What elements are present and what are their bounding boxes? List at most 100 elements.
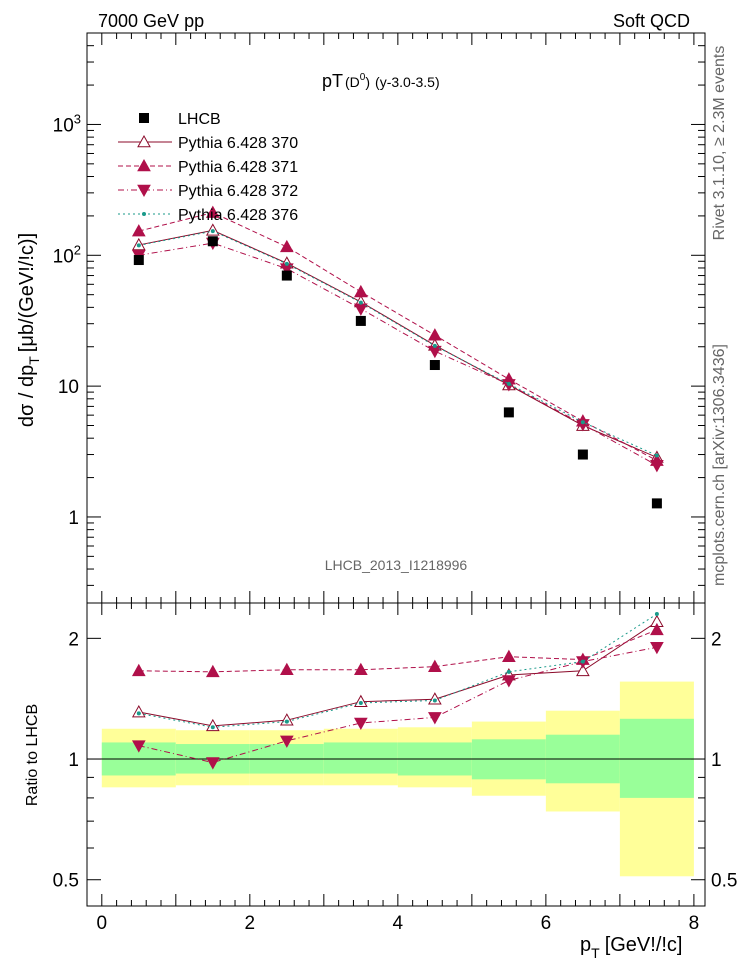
ratio-point-2 — [502, 675, 516, 688]
series-point-3 — [432, 343, 437, 348]
ratio-point-1 — [650, 622, 664, 636]
x-tick-label: 8 — [689, 913, 700, 934]
ratio-point-1 — [353, 662, 368, 676]
ratio-line-1 — [138, 629, 658, 673]
legend: LHCB Pythia 6.428 370 Pythia 6.428 371 Pyth… — [118, 111, 298, 224]
ratio-point-3 — [284, 719, 289, 724]
ratio-point-3 — [506, 669, 511, 674]
main-y-tick-label: 10 — [58, 377, 79, 398]
title-close: ) — [365, 74, 370, 90]
series-point-1 — [205, 205, 220, 218]
series-point-3 — [580, 420, 585, 425]
series-point-3 — [506, 381, 511, 386]
ratio-point-1 — [131, 663, 146, 677]
series-line-1 — [138, 212, 658, 461]
svg-text:Ratio to LHCB: Ratio to LHCB — [24, 704, 41, 806]
plot-title: pT (D0) (y-3.0-3.5) — [322, 71, 440, 91]
series-point-3 — [136, 243, 141, 248]
series-point-2 — [650, 460, 664, 473]
svg-text:Rivet 3.1.10, ≥ 2.3M events: Rivet 3.1.10, ≥ 2.3M events — [711, 46, 728, 241]
ratio-point-1 — [428, 659, 442, 672]
title-tail: (y-3.0-3.5) — [375, 74, 440, 90]
ratio-point-3 — [210, 725, 215, 730]
title-sub: (D — [345, 74, 360, 90]
main-plot: 1 10 102 103 — [53, 32, 706, 604]
data-point — [503, 407, 514, 418]
svg-text:dσ / dpT[μb/(GeV!/!c)]: dσ / dpT[μb/(GeV!/!c)] — [16, 233, 42, 427]
y-axis-label: dσ / dpT[μb/(GeV!/!c)] — [16, 233, 42, 427]
series-point-3 — [284, 261, 289, 266]
ratio-point-3 — [654, 612, 659, 617]
ratio-point-2 — [650, 641, 664, 655]
ratio-line-0 — [138, 621, 658, 727]
ratio-y-tick-label-right: 1 — [711, 750, 722, 771]
header-right: Soft QCD — [613, 11, 690, 31]
series-point-1 — [131, 224, 146, 237]
x-tick-label: 0 — [97, 913, 108, 934]
series-point-1 — [279, 239, 294, 253]
ratio-y-tick-label-right: 0.5 — [711, 871, 737, 892]
series-point-3 — [210, 229, 215, 234]
mcplots-label: mcplots.cern.ch [arXiv:1306.3436] — [711, 344, 728, 586]
data-point — [577, 449, 588, 460]
ratio-point-1 — [205, 664, 220, 678]
series-point-3 — [358, 300, 363, 305]
main-y-tick-label: 103 — [53, 111, 81, 136]
ratio-y-tick-label: 2 — [68, 629, 79, 650]
ratio-point-2 — [279, 735, 294, 748]
ratio-point-2 — [205, 757, 220, 770]
x-tick-label: 4 — [393, 913, 404, 934]
ratio-point-2 — [131, 740, 146, 753]
ratio-point-3 — [432, 698, 437, 703]
x-axis-label: pT [GeV!/!c] — [580, 934, 683, 961]
ratio-point-2 — [428, 712, 442, 725]
ratio-point-1 — [279, 662, 294, 676]
legend-label-0: Pythia 6.428 370 — [178, 135, 298, 152]
series-point-2 — [353, 303, 368, 316]
series-line-2 — [138, 242, 658, 466]
ratio-band-stat — [619, 718, 694, 798]
ratio-point-2 — [353, 717, 368, 731]
series-point-3 — [654, 453, 659, 458]
ratio-y-label: Ratio to LHCB — [24, 704, 41, 806]
series-point-1 — [428, 328, 442, 341]
svg-text:mcplots.cern.ch [arXiv:1306.34: mcplots.cern.ch [arXiv:1306.3436] — [711, 344, 728, 586]
ratio-point-0 — [576, 663, 590, 677]
data-point — [429, 360, 440, 371]
ratio-y-tick-label-right: 2 — [711, 629, 722, 650]
legend-marker-3 — [142, 212, 146, 216]
title-main: pT — [322, 71, 343, 91]
legend-marker-data — [139, 113, 149, 123]
series-point-1 — [353, 284, 368, 298]
legend-label-1: Pythia 6.428 371 — [178, 159, 298, 176]
ratio-y-tick-label: 1 — [68, 750, 79, 771]
ratio-frame — [86, 602, 706, 907]
legend-label-data: LHCB — [178, 111, 221, 128]
ratio-y-tick-label: 0.5 — [53, 871, 79, 892]
rivet-label: Rivet 3.1.10, ≥ 2.3M events — [711, 46, 728, 241]
legend-marker-0 — [137, 134, 151, 148]
data-point — [207, 236, 218, 247]
title-sup: 0 — [360, 72, 366, 83]
series-point-2 — [576, 419, 590, 432]
data-point — [281, 270, 292, 281]
series-line-0 — [138, 229, 658, 458]
ratio-point-0 — [205, 718, 220, 732]
ratio-point-3 — [358, 700, 363, 705]
header-left: 7000 GeV pp — [98, 11, 204, 31]
data-point — [133, 255, 144, 266]
ratio-point-3 — [580, 659, 585, 664]
ratio-point-1 — [502, 649, 516, 662]
data-point — [651, 498, 662, 509]
legend-marker-2 — [137, 184, 151, 198]
ratio-line-3 — [138, 613, 658, 728]
x-tick-label: 6 — [541, 913, 552, 934]
legend-marker-1 — [137, 158, 151, 172]
analysis-watermark: LHCB_2013_I1218996 — [325, 557, 468, 573]
main-y-tick-label: 102 — [53, 242, 81, 267]
data-point — [355, 315, 366, 326]
ratio-point-3 — [136, 711, 141, 716]
legend-label-2: Pythia 6.428 372 — [178, 183, 298, 200]
legend-label-3: Pythia 6.428 376 — [178, 207, 298, 224]
